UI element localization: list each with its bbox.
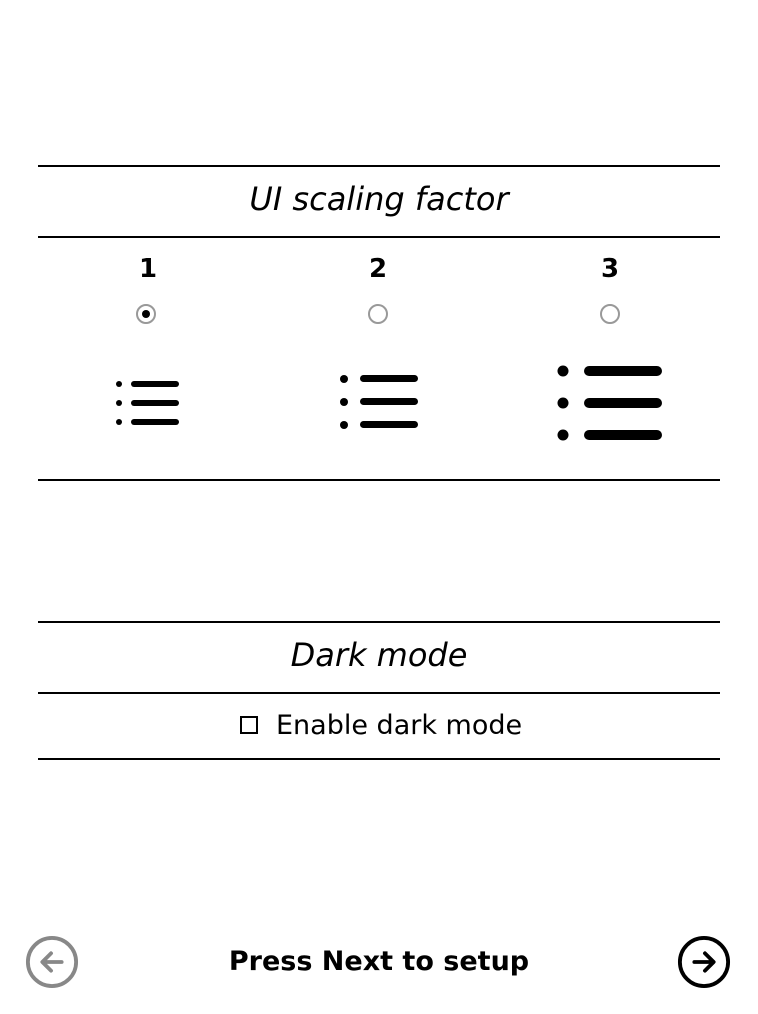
divider-bottom-scaling xyxy=(38,479,720,481)
list-medium-icon[interactable] xyxy=(334,368,424,436)
dark-mode-checkbox[interactable] xyxy=(240,716,258,734)
scale-option-3-label: 3 xyxy=(600,254,620,284)
scale-option-2-radio[interactable] xyxy=(368,304,388,324)
scale-option-2-label: 2 xyxy=(368,254,388,284)
list-small-icon[interactable] xyxy=(112,376,184,430)
arrow-left-circle-icon[interactable] xyxy=(25,935,79,989)
dark-mode-section-title: Dark mode xyxy=(290,636,468,674)
divider-dark-mode-header xyxy=(38,692,720,694)
divider-top-dark-mode xyxy=(38,621,720,623)
divider-bottom-dark-mode xyxy=(38,758,720,760)
divider-top-scaling xyxy=(38,165,720,167)
dark-mode-checkbox-label[interactable]: Enable dark mode xyxy=(276,710,523,741)
list-large-icon[interactable] xyxy=(552,360,668,446)
scale-option-1-radio[interactable] xyxy=(136,304,156,324)
scale-option-3-radio[interactable] xyxy=(600,304,620,324)
divider-scaling-header xyxy=(38,236,720,238)
arrow-right-circle-icon[interactable] xyxy=(677,935,731,989)
footer-instruction: Press Next to setup xyxy=(228,946,530,977)
scale-option-1-label: 1 xyxy=(138,254,158,284)
scaling-section-title: UI scaling factor xyxy=(249,180,509,218)
